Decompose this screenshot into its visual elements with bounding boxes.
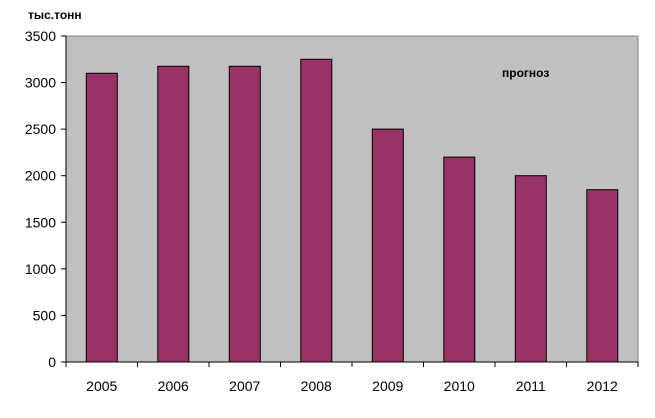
bar-2010 [443, 156, 476, 363]
bar-2009 [371, 128, 404, 363]
y-tick-label: 3500 [25, 28, 56, 44]
bars-group [85, 58, 619, 363]
y-tick-label: 0 [48, 354, 56, 370]
forecast-annotation: прогноз [502, 66, 549, 80]
y-tick-label: 1500 [25, 214, 56, 230]
x-tick-label: 2012 [587, 378, 618, 394]
x-tick-label: 2011 [516, 378, 546, 394]
y-tick-label: 2000 [25, 168, 56, 184]
x-tick-label: 2009 [372, 378, 403, 394]
x-tick-label: 2006 [158, 378, 189, 394]
x-tick-label: 2010 [444, 378, 475, 394]
bar-2008 [300, 58, 333, 363]
unit-label: тыс.тонн [28, 8, 82, 22]
bar-2012 [586, 189, 619, 363]
y-tick-label: 2500 [25, 121, 56, 137]
bar-2005 [85, 72, 118, 363]
y-tick-labels: 0 500 1000 1500 2000 2500 3000 3500 [25, 28, 66, 370]
plot-area [65, 35, 639, 363]
y-tick-label: 500 [33, 307, 57, 323]
bar-2006 [157, 65, 190, 363]
bar-2011 [514, 175, 547, 363]
x-tick-label: 2007 [229, 378, 260, 394]
y-tick-label: 1000 [25, 261, 56, 277]
bar-2007 [228, 65, 261, 363]
x-tick-label: 2008 [301, 378, 332, 394]
x-tick-label: 2005 [86, 378, 117, 394]
y-tick-label: 3000 [25, 75, 56, 91]
x-tick-labels: 2005 2006 2007 2008 2009 2010 2011 2012 [65, 362, 639, 394]
